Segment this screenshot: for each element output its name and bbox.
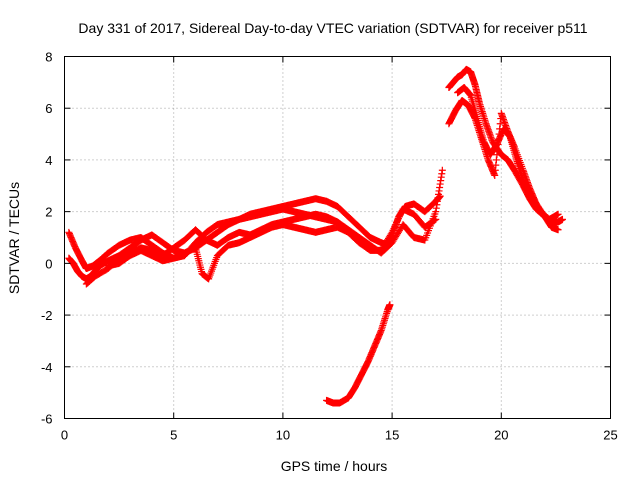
series-track-e: [323, 301, 394, 407]
y-tick-label: 4: [45, 153, 52, 168]
x-tick-label: 15: [385, 428, 399, 443]
y-tick-label: 6: [45, 101, 52, 116]
data-point: [438, 166, 446, 174]
data-point: [386, 301, 394, 309]
y-tick-label: 2: [45, 205, 52, 220]
y-tick-label: -4: [41, 360, 53, 375]
plot-frame: [64, 56, 611, 419]
x-tick-label: 25: [603, 428, 617, 443]
y-tick-label: 0: [45, 256, 52, 271]
y-tick-label: -6: [41, 412, 53, 427]
series-track-h: [454, 84, 562, 223]
data-point: [366, 244, 374, 252]
y-axis-label: SDTVAR / TECUs: [6, 182, 22, 294]
chart-title: Day 331 of 2017, Sidereal Day-to-day VTE…: [78, 20, 587, 36]
y-tick-label: -2: [41, 308, 53, 323]
data-point: [554, 210, 562, 218]
x-tick-label: 20: [494, 428, 508, 443]
data-points: [65, 65, 566, 407]
series-track-d: [104, 221, 374, 283]
x-tick-label: 0: [61, 428, 68, 443]
axis-ticks: 0 5 10 15 20 25 -6 -4 -2 0 2 4 6 8: [41, 50, 618, 443]
x-tick-label: 10: [276, 428, 290, 443]
x-axis-label: GPS time / hours: [281, 458, 388, 474]
y-tick-label: 8: [45, 50, 52, 65]
data-point: [554, 226, 562, 234]
x-tick-label: 5: [170, 428, 177, 443]
data-point: [558, 215, 566, 223]
series-track-b: [65, 205, 440, 273]
